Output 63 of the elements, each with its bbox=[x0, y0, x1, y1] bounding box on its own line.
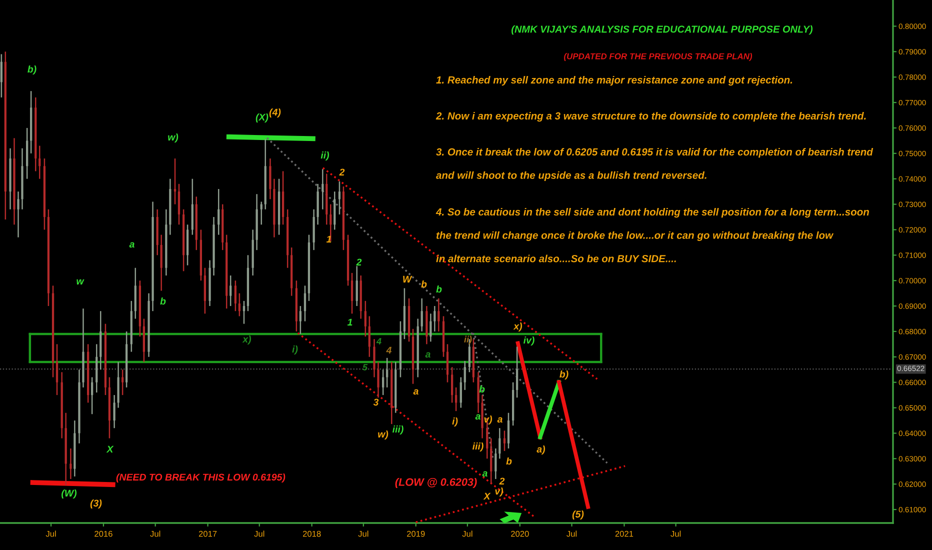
annotation: 1 bbox=[347, 318, 352, 326]
x-tick-label: Jul bbox=[462, 530, 472, 537]
annotation: x) bbox=[242, 335, 252, 345]
annotation: b bbox=[506, 457, 512, 465]
annotation: (X) bbox=[256, 113, 268, 123]
x-tick-label: 2016 bbox=[94, 530, 112, 537]
annotation: a bbox=[413, 389, 418, 395]
annotation: X bbox=[106, 446, 114, 453]
annotation: (3) bbox=[90, 499, 102, 509]
annotation: w) bbox=[168, 133, 178, 143]
annotation: v) bbox=[495, 487, 504, 497]
x-tick-label: Jul bbox=[46, 530, 56, 537]
annotation: 4 bbox=[386, 346, 392, 354]
x-tick-label: Jul bbox=[566, 530, 577, 537]
annotation: b) bbox=[28, 65, 36, 75]
annotation: ii) bbox=[464, 336, 472, 344]
x-tick-label: 2021 bbox=[615, 530, 634, 537]
x-tick-label: Jul bbox=[254, 530, 264, 537]
annotation: 2 bbox=[339, 168, 345, 176]
annotation: (5) bbox=[572, 510, 584, 520]
annotation: (LOW @ 0.6203) bbox=[395, 478, 477, 488]
annotation: i) bbox=[292, 345, 298, 355]
x-tick-label: 2020 bbox=[511, 530, 529, 537]
annotation: w bbox=[76, 279, 84, 285]
annotation: 1. Reached my sell zone and the major resistance zone and got rejection. bbox=[436, 76, 792, 86]
annotation: X bbox=[483, 492, 491, 500]
annotation: w) bbox=[378, 430, 388, 440]
text: (UPDATED FOR THE PREVIOUS TRADE PLAN) bbox=[564, 53, 752, 61]
x-tick-label: 2019 bbox=[407, 530, 425, 537]
x-tick-label: Jul bbox=[358, 530, 368, 537]
annotation: W bbox=[403, 276, 412, 283]
annotation: i) bbox=[452, 417, 458, 427]
annotation: a bbox=[482, 471, 488, 477]
annotation: 4 bbox=[376, 338, 382, 344]
annotation: iii) bbox=[392, 425, 404, 435]
annotation: (W) bbox=[62, 489, 77, 499]
annotation: b bbox=[421, 280, 427, 288]
annotation: b) bbox=[560, 370, 568, 380]
text: 4. So be cautious in the sell side and dont holding the sell position for a long term...soon the trend will change once it broke the low....or it can go without breaking the low in alternate scenario also....So be on BUY SIDE.... bbox=[436, 208, 869, 262]
annotation: 5 bbox=[362, 364, 368, 370]
annotation: iii) bbox=[472, 442, 484, 452]
annotation: 2 bbox=[499, 478, 505, 485]
annotation: 2. Now i am expecting a 3 wave structure to the downside to complete the bearish trend. bbox=[436, 112, 866, 122]
x-tick-label: 2018 bbox=[302, 530, 321, 537]
annotation: b bbox=[436, 285, 442, 293]
x-tick-label: Jul bbox=[150, 530, 160, 537]
x-tick-label: Jul bbox=[670, 530, 681, 537]
annotation: a bbox=[497, 417, 502, 423]
annotation: a bbox=[475, 414, 480, 420]
annotation: a bbox=[425, 352, 430, 358]
text: (NMK VIJAY'S ANALYSIS FOR EDUCATIONAL PURPOSE ONLY) bbox=[512, 25, 813, 35]
annotation: x) bbox=[513, 322, 522, 332]
annotation: a bbox=[129, 242, 134, 248]
x-tick-label: 2017 bbox=[198, 530, 217, 537]
annotation: b bbox=[160, 297, 166, 305]
annotation: ii) bbox=[320, 151, 330, 161]
annotation: a) bbox=[536, 445, 546, 455]
annotation: 2 bbox=[356, 258, 362, 266]
annotation: 3 bbox=[373, 398, 379, 406]
annotation: iv) bbox=[523, 336, 534, 346]
annotation: (4) bbox=[269, 108, 281, 118]
text: 3. Once it break the low of 0.6205 and 0.6195 it is valid for the completion of bearish trend and will shoot to the upside as a bullish trend reversed. bbox=[436, 148, 874, 181]
annotation: (NEED TO BREAK THIS LOW 0.6195) bbox=[116, 473, 286, 483]
